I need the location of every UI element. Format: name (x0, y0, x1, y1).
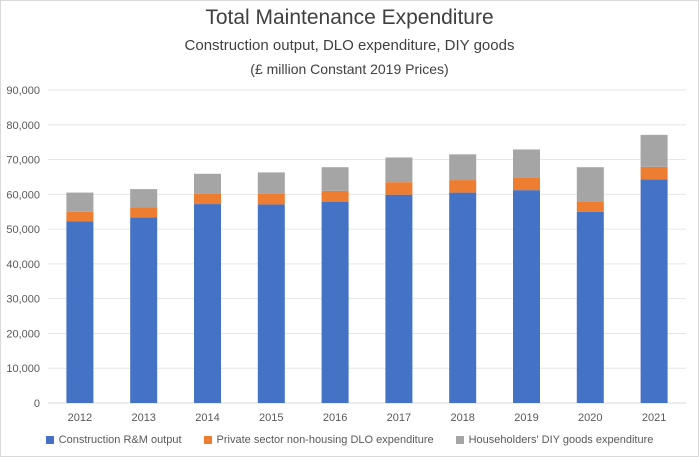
bar-segment-1-2020 (576, 211, 604, 403)
x-tick-label: 2017 (387, 412, 411, 424)
legend-label: Construction R&M output (58, 434, 182, 446)
x-tick-label: 2013 (131, 412, 155, 424)
y-tick-label: 10,000 (6, 363, 40, 375)
x-tick-label: 2020 (578, 412, 602, 424)
legend-swatch (203, 436, 212, 444)
bars (66, 134, 668, 403)
chart-title: Total Maintenance Expenditure (205, 6, 494, 29)
y-tick-label: 0 (34, 398, 40, 410)
y-tick-label: 90,000 (6, 85, 40, 97)
y-tick-label: 40,000 (6, 259, 40, 271)
chart-subtitle: Construction output, DLO expenditure, DI… (184, 37, 515, 54)
y-tick-label: 50,000 (6, 224, 40, 236)
x-tick-label: 2021 (642, 412, 666, 424)
bar-segment-3-2018 (449, 154, 477, 181)
bar-segment-3-2015 (257, 172, 285, 194)
bar-segment-2-2016 (321, 190, 349, 202)
bar-segment-1-2019 (513, 190, 540, 403)
bar-segment-2-2013 (130, 207, 158, 218)
x-tick-label: 2016 (323, 412, 347, 424)
y-tick-label: 30,000 (6, 294, 40, 306)
legend: Construction R&M output Private sector no… (0, 434, 699, 446)
bar-segment-2-2020 (576, 201, 604, 212)
bar-segment-1-2014 (194, 204, 221, 403)
x-tick-label: 2018 (450, 412, 474, 424)
bar-segment-1-2013 (130, 217, 158, 403)
x-axis: 2012 2013 2014 2015 2016 2017 2018 2019 2020 2021 (68, 412, 667, 424)
bar-segment-2-2018 (449, 180, 477, 193)
bar-segment-3-2021 (640, 134, 668, 167)
bar-segment-1-2015 (257, 204, 285, 403)
bar-segment-1-2021 (640, 179, 668, 403)
y-tick-label: 70,000 (6, 155, 40, 167)
x-tick-label: 2019 (514, 412, 538, 424)
x-tick-label: 2012 (68, 412, 92, 424)
bar-segment-3-2020 (576, 167, 604, 202)
legend-item-1: Construction R&M output (45, 434, 182, 446)
x-tick-label: 2015 (259, 412, 283, 424)
y-tick-label: 60,000 (6, 189, 40, 201)
bar-segment-3-2014 (194, 173, 221, 194)
legend-swatch (45, 436, 54, 444)
legend-swatch (455, 436, 464, 444)
bar-segment-3-2019 (513, 149, 540, 178)
bar-segment-2-2021 (640, 166, 668, 180)
bar-segment-1-2017 (385, 194, 413, 403)
y-tick-label: 20,000 (6, 328, 40, 340)
bar-segment-2-2017 (385, 182, 413, 195)
bar-segment-1-2018 (449, 192, 477, 403)
bar-segment-3-2017 (385, 157, 413, 183)
bar-segment-1-2016 (321, 201, 349, 403)
bar-segment-2-2019 (513, 177, 540, 191)
legend-item-3: Householders' DIY goods expenditure (455, 434, 654, 446)
bar-segment-2-2015 (257, 193, 285, 205)
y-axis: 0 10,000 20,000 30,000 40,000 50,000 60,000 70,… (6, 85, 40, 410)
bar-segment-3-2013 (130, 189, 158, 208)
legend-item-2: Private sector non-housing DLO expenditu… (203, 434, 434, 446)
bar-segment-2-2012 (66, 211, 94, 222)
bar-segment-2-2014 (194, 193, 221, 205)
x-tick-label: 2014 (195, 412, 219, 424)
bar-segment-3-2016 (321, 167, 349, 191)
y-tick-label: 80,000 (6, 120, 40, 132)
legend-label: Householders' DIY goods expenditure (468, 434, 654, 446)
bar-segment-3-2012 (66, 192, 94, 212)
legend-label: Private sector non-housing DLO expenditu… (216, 434, 434, 446)
bar-segment-1-2012 (66, 221, 94, 403)
chart-subtitle-units: (£ million Constant 2019 Prices) (250, 61, 449, 77)
